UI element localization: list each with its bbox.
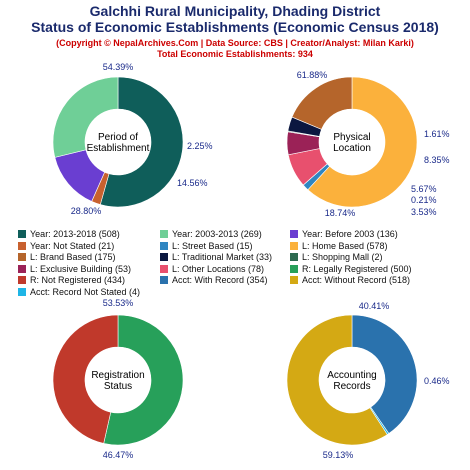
donut-center-label: Accounting <box>327 370 376 381</box>
percent-label: 1.61% <box>424 129 450 139</box>
percent-label: 5.67% <box>411 184 437 194</box>
percent-label: 59.13% <box>323 450 354 460</box>
donut-center-label: Location <box>333 143 371 154</box>
total-establishments: Total Economic Establishments: 934 <box>157 49 313 59</box>
chart-subtitle: Status of Economic Establishments (Econo… <box>31 19 439 35</box>
percent-label: 28.80% <box>71 206 102 216</box>
percent-label: 2.25% <box>187 141 213 151</box>
percent-label: 53.53% <box>103 298 134 308</box>
percent-label: 3.53% <box>411 207 437 217</box>
percent-label: 14.56% <box>177 178 208 188</box>
percent-label: 46.47% <box>103 450 134 460</box>
donut-hole <box>319 347 385 413</box>
percent-label: 54.39% <box>103 62 134 72</box>
donut-hole <box>85 109 151 175</box>
percent-label: 0.46% <box>424 376 450 386</box>
donut-center-label: Registration <box>91 370 144 381</box>
donut-center-label: Establishment <box>87 143 150 154</box>
donut-hole <box>85 347 151 413</box>
donut-center-label: Records <box>333 381 370 392</box>
donut-center-label: Status <box>104 381 132 392</box>
percent-label: 61.88% <box>297 70 328 80</box>
copyright-line: (Copyright © NepalArchives.Com | Data So… <box>56 38 414 48</box>
donut-center-label: Physical <box>333 132 370 143</box>
percent-label: 18.74% <box>325 208 356 218</box>
donut-center-label: Period of <box>98 132 138 143</box>
donut-hole <box>319 109 385 175</box>
percent-label: 40.41% <box>359 301 390 311</box>
percent-label: 0.21% <box>411 195 437 205</box>
percent-label: 8.35% <box>424 155 450 165</box>
chart-title: Galchhi Rural Municipality, Dhading Dist… <box>89 3 381 19</box>
